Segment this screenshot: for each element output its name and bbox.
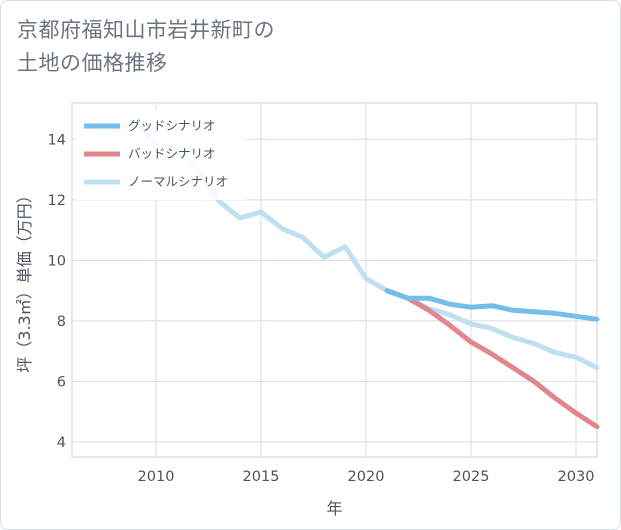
series-line-0 bbox=[384, 288, 600, 322]
x-axis-title: 年 bbox=[326, 499, 342, 518]
y-axis-title: 坪（3.3㎡）単価（万円） bbox=[15, 187, 34, 372]
legend-label: グッドシナリオ bbox=[128, 118, 216, 133]
x-tick-label: 2025 bbox=[453, 469, 490, 485]
axes: 2010 2015 2020 2025 2030 4 6 8 10 12 14 年 坪（3.3㎡）単価（… bbox=[15, 132, 594, 518]
x-tick-label: 2020 bbox=[348, 469, 385, 485]
legend-label: バッドシナリオ bbox=[128, 146, 216, 161]
y-tick-label: 4 bbox=[57, 435, 66, 451]
legend-label: ノーマルシナリオ bbox=[128, 174, 228, 189]
y-tick-label: 6 bbox=[57, 374, 66, 390]
chart-title: 京都府福知山市岩井新町の 土地の価格推移 bbox=[17, 14, 275, 80]
series-line-1 bbox=[384, 288, 600, 430]
y-tick-label: 10 bbox=[48, 253, 66, 269]
x-tick-label: 2030 bbox=[558, 469, 595, 485]
x-tick-label: 2015 bbox=[243, 469, 280, 485]
x-tick-label: 2010 bbox=[138, 469, 175, 485]
chart-title-line1: 京都府福知山市岩井新町の bbox=[17, 18, 275, 42]
plot-frame bbox=[71, 102, 598, 458]
y-tick-label: 14 bbox=[48, 132, 66, 148]
chart-title-line2: 土地の価格推移 bbox=[17, 51, 168, 75]
y-tick-label: 8 bbox=[57, 314, 66, 330]
y-tick-label: 12 bbox=[48, 193, 66, 209]
